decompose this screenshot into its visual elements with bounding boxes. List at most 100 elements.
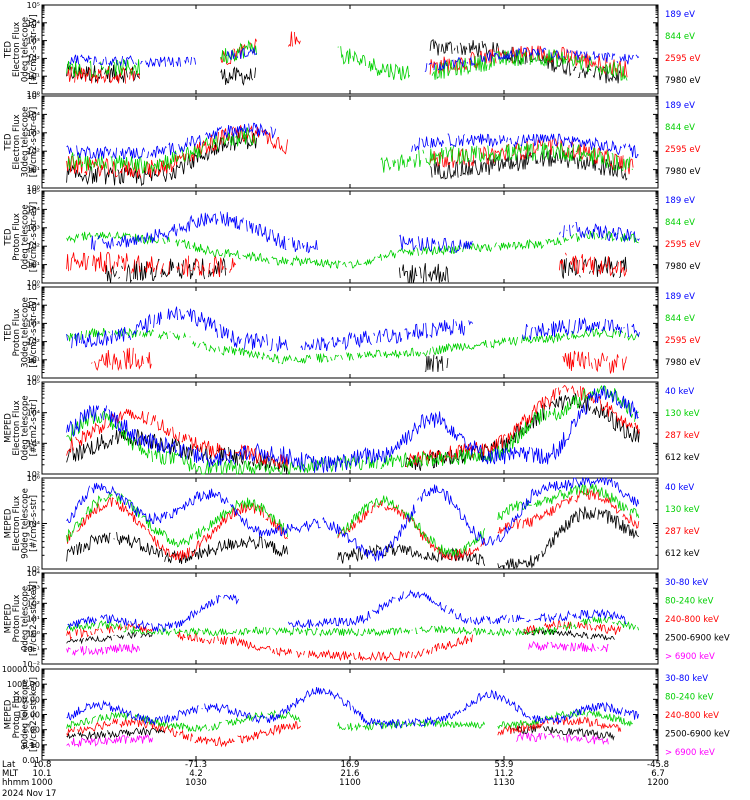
axis-row-name: Lat	[2, 760, 16, 770]
axis-row-value: -71.3	[185, 760, 207, 770]
legend-entry: 240-800 keV	[665, 615, 719, 625]
legend-entry: 7980 eV	[665, 76, 701, 86]
legend-entry: 189 eV	[665, 292, 695, 302]
series-trace	[69, 47, 640, 73]
legend-entry: 189 eV	[665, 101, 695, 111]
legend-entry: 612 keV	[665, 549, 700, 559]
series-trace	[66, 483, 640, 557]
y-tick-label: 10¹	[27, 615, 40, 624]
y-tick-label: 10³	[27, 584, 40, 593]
legend-entry: 130 keV	[665, 409, 700, 419]
y-tick-label: 10.00	[17, 711, 40, 720]
legend-entry: 80-240 keV	[665, 693, 714, 703]
y-tick-label: 100.00	[12, 695, 40, 704]
axis-row-value: 16.9	[341, 760, 360, 770]
y-axis-label-line: 30deg telescope	[20, 297, 30, 368]
y-tick-label: 10²	[27, 242, 40, 251]
series-trace	[91, 347, 627, 374]
legend-entry: > 6900 keV	[665, 652, 715, 662]
y-tick-label: 10⁵	[27, 283, 40, 292]
y-axis-label-line: TED	[3, 323, 13, 342]
series-trace	[66, 640, 609, 656]
legend-entry: 2595 eV	[665, 145, 701, 155]
legend-entry: 2595 eV	[665, 240, 701, 250]
series-trace	[66, 476, 639, 563]
legend-entry: 189 eV	[665, 196, 695, 206]
legend-entry: 40 keV	[665, 387, 694, 397]
panel-frame	[41, 668, 659, 761]
legend-entry: 7980 eV	[665, 358, 701, 368]
y-axis-label-line: [#/cm2-s-str-eV]	[29, 297, 39, 367]
y-tick-label: 10⁴	[27, 409, 40, 418]
series-trace	[66, 384, 640, 471]
y-axis-label-line: [#/cm2-s-str-keV]	[29, 581, 39, 656]
y-tick-label: 10³	[27, 37, 40, 46]
y-tick-label: 10²	[27, 54, 40, 63]
series-trace	[66, 251, 627, 278]
y-tick-label: 10⁴	[27, 569, 40, 578]
y-tick-label: 10³	[27, 224, 40, 233]
y-tick-label: 10⁵	[27, 1, 40, 10]
y-tick-label: 10³	[27, 319, 40, 328]
series-trace	[66, 620, 621, 663]
legend-entry: 7980 eV	[665, 262, 701, 272]
y-axis-label-line: Electron Flux	[12, 114, 22, 169]
y-tick-label: 10²	[27, 147, 40, 156]
y-axis-label-line: Electron Flux	[12, 496, 22, 551]
legend-entry: 844 eV	[665, 123, 695, 133]
y-tick-label: 0.01	[22, 756, 40, 765]
y-tick-label: 10³	[27, 129, 40, 138]
y-axis-label-line: [#/cm2-s-str-keV]	[29, 677, 39, 752]
y-axis-label-line: [#/cm2-s-str]	[29, 400, 39, 457]
y-tick-label: 10000.00	[2, 665, 40, 674]
legend-entry: 287 keV	[665, 527, 700, 537]
legend-entry: 130 keV	[665, 505, 700, 515]
series-trace	[66, 731, 609, 748]
legend-entry: 287 keV	[665, 431, 700, 441]
axis-row-value: 1130	[493, 778, 515, 788]
y-axis-label-line: [#/cm2-s-str-eV]	[29, 202, 39, 272]
y-axis-label-line: 0deg telescope	[20, 17, 30, 82]
legend-entry: 844 eV	[665, 218, 695, 228]
series-trace	[66, 506, 640, 570]
axis-row-value: 6.7	[651, 769, 665, 779]
legend-entry: > 6900 keV	[665, 748, 715, 758]
y-tick-label: 10⁴	[27, 520, 40, 529]
axis-row-value: 1200	[647, 778, 669, 788]
y-tick-label: 10²	[27, 565, 40, 574]
series-trace	[66, 122, 639, 160]
series-trace	[66, 125, 634, 178]
y-tick-label: 10⁵	[27, 92, 40, 101]
y-tick-label: 10⁰	[27, 90, 40, 99]
legend-entry: 2500-6900 keV	[665, 634, 730, 644]
y-tick-label: 10¹	[27, 166, 40, 175]
y-tick-label: 10⁰	[27, 279, 40, 288]
y-axis-label-line: [#/cm2-s-str]	[29, 495, 39, 552]
y-tick-label: 10⁴	[27, 110, 40, 119]
y-tick-label: 10¹	[27, 72, 40, 81]
y-axis-label-line: Proton Flux	[12, 691, 22, 739]
legend-entry: 2595 eV	[665, 54, 701, 64]
y-axis-label-line: 0deg telescope	[20, 586, 30, 651]
series-trace	[67, 589, 627, 633]
y-tick-label: 10⁻¹	[22, 645, 40, 654]
y-axis-label-line: Electron Flux	[12, 400, 22, 455]
axis-row-value: 1000	[31, 778, 53, 788]
y-tick-label: 10⁵	[27, 378, 40, 387]
legend-entry: 7980 eV	[665, 167, 701, 177]
y-tick-label: 10¹	[27, 261, 40, 270]
y-tick-label: 10³	[27, 439, 40, 448]
series-trace	[90, 211, 640, 254]
y-tick-label: 10⁴	[27, 205, 40, 214]
legend-entry: 844 eV	[665, 314, 695, 324]
legend-entry: 612 keV	[665, 453, 700, 463]
